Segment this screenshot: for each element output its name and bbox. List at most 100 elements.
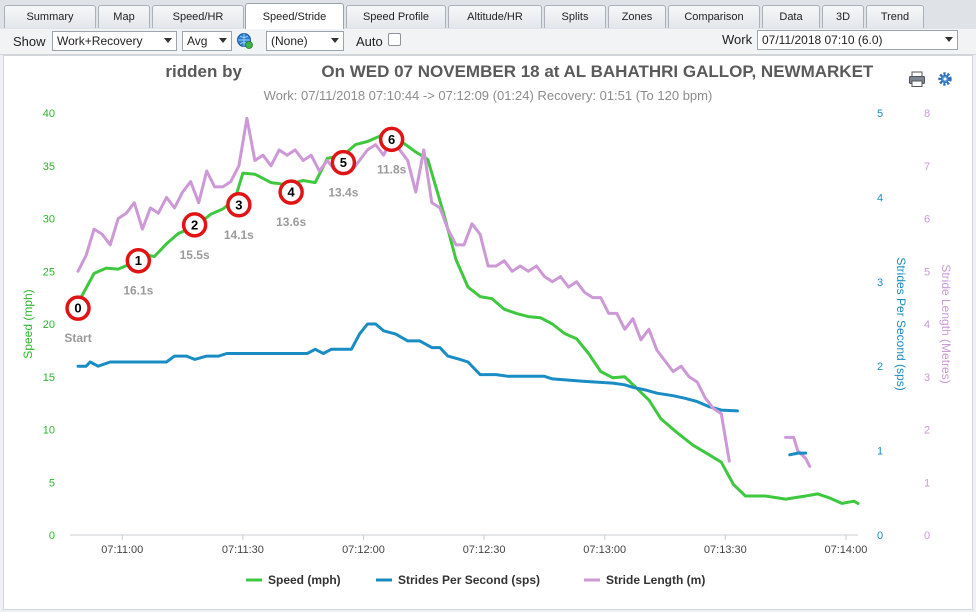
y-tick-label-stride: 7 xyxy=(924,161,930,173)
series-line-3 xyxy=(784,435,812,468)
marker-number-4: 4 xyxy=(288,185,296,200)
work-select-value: 07/11/2018 07:10 (6.0) xyxy=(762,33,883,47)
marker-number-2: 2 xyxy=(191,217,198,232)
work-select[interactable]: 07/11/2018 07:10 (6.0) xyxy=(757,30,958,50)
marker-circle-4 xyxy=(278,179,304,205)
y-tick-label-speed: 10 xyxy=(43,425,55,437)
x-tick-label: 07:11:00 xyxy=(101,544,143,556)
y-tick-label-sps: 1 xyxy=(877,446,883,458)
y-tick-label-stride: 4 xyxy=(924,319,930,331)
tab-summary[interactable]: Summary xyxy=(4,5,96,28)
marker-caption-6: 11.8s xyxy=(377,162,407,176)
chevron-down-icon xyxy=(219,38,227,43)
y-tick-label-sps: 2 xyxy=(877,361,883,373)
printer-icon[interactable] xyxy=(908,70,926,88)
tab-speed-hr[interactable]: Speed/HR xyxy=(152,5,244,28)
y-tick-label-speed: 25 xyxy=(43,266,55,278)
chart-series xyxy=(76,116,860,505)
tab-map[interactable]: Map xyxy=(98,5,150,28)
marker-caption-3: 14.1s xyxy=(224,228,254,242)
y-tick-label-sps: 5 xyxy=(877,108,883,120)
tab-data[interactable]: Data xyxy=(762,5,820,28)
tab-trend[interactable]: Trend xyxy=(866,5,924,28)
marker-number-1: 1 xyxy=(135,253,142,268)
tab-speed-stride[interactable]: Speed/Stride xyxy=(245,3,344,30)
overlay-select[interactable]: (None) xyxy=(266,31,344,51)
marker-caption-1: 16.1s xyxy=(123,284,153,298)
marker-caption-0: Start xyxy=(64,331,91,345)
y-tick-label-stride: 3 xyxy=(924,372,930,384)
chart-legend: Speed (mph) Strides Per Second (sps) Strid… xyxy=(246,573,705,587)
auto-checkbox[interactable] xyxy=(388,33,401,46)
y-tick-label-stride: 0 xyxy=(924,530,930,542)
y-tick-label-speed: 35 xyxy=(43,161,55,173)
x-tick-label: 07:13:00 xyxy=(583,544,626,556)
marker-circle-0 xyxy=(65,295,91,321)
chart-panel xyxy=(3,55,973,610)
redacted-rider-name xyxy=(246,65,317,80)
redacted-horse-name xyxy=(102,65,161,80)
auto-label: Auto xyxy=(356,34,383,49)
marker-caption-4: 13.6s xyxy=(276,215,306,229)
series-line-1 xyxy=(76,322,739,413)
legend-label-0: Speed (mph) xyxy=(268,573,341,587)
y-axis-title-stride: Stride Length (Metres) xyxy=(939,264,953,383)
tab-altitude-hr[interactable]: Altitude/HR xyxy=(448,5,542,28)
x-tick-label: 07:12:00 xyxy=(342,544,385,556)
x-tick-label: 07:11:30 xyxy=(222,544,264,556)
title-session: On WED 07 NOVEMBER 18 at AL BAHATHRI GAL… xyxy=(321,62,874,81)
legend-label-2: Stride Length (m) xyxy=(606,573,705,587)
overlay-select-value: (None) xyxy=(271,34,308,48)
marker-circle-5 xyxy=(330,149,357,176)
tab-zones[interactable]: Zones xyxy=(608,5,666,28)
tab-splits[interactable]: Splits xyxy=(544,5,606,28)
marker-number-6: 6 xyxy=(388,132,395,147)
tab-3d[interactable]: 3D xyxy=(822,5,864,28)
y-axis-title-speed: Speed (mph) xyxy=(21,289,35,358)
show-select[interactable]: Work+Recovery xyxy=(52,31,177,51)
show-select-value: Work+Recovery xyxy=(57,34,143,48)
x-tick-label: 07:14:00 xyxy=(825,544,868,556)
x-tick-label: 07:12:30 xyxy=(463,544,506,556)
show-label: Show xyxy=(13,34,46,49)
y-tick-label-speed: 40 xyxy=(43,108,55,120)
y-tick-label-speed: 0 xyxy=(49,530,55,542)
avg-select[interactable]: Avg xyxy=(182,31,232,51)
marker-circle-3 xyxy=(226,192,252,218)
y-tick-label-speed: 20 xyxy=(43,319,55,331)
y-axis-title-sps: Strides Per Second (sps) xyxy=(894,257,908,390)
y-tick-label-stride: 8 xyxy=(924,108,930,120)
gear-icon[interactable] xyxy=(936,70,954,88)
marker-circle-1 xyxy=(125,247,152,274)
y-tick-label-stride: 5 xyxy=(924,266,930,278)
y-tick-label-stride: 6 xyxy=(924,214,930,226)
chart-subtitle: Work: 07/11/2018 07:10:44 -> 07:12:09 (0… xyxy=(263,88,713,103)
chevron-down-icon xyxy=(331,38,339,43)
legend-label-1: Strides Per Second (sps) xyxy=(398,573,540,587)
y-tick-label-sps: 3 xyxy=(877,277,883,289)
y-tick-label-speed: 15 xyxy=(43,372,55,384)
series-line-4 xyxy=(788,451,808,457)
tab-speed-profile[interactable]: Speed Profile xyxy=(346,5,446,28)
avg-select-value: Avg xyxy=(187,34,208,48)
y-tick-label-sps: 4 xyxy=(877,192,883,204)
marker-number-3: 3 xyxy=(235,197,242,212)
tab-comparison[interactable]: Comparison xyxy=(668,5,760,28)
globe-refresh-icon[interactable] xyxy=(236,32,254,50)
chart-title: ridden by On WED 07 NOVEMBER 18 at AL BA… xyxy=(0,62,976,82)
y-tick-label-speed: 30 xyxy=(43,214,55,226)
chart-markers: 0 Start 1 16.1s 2 15.5s 3 14.1s 4 13.6s 5 13.4s 6 11.… xyxy=(64,126,407,345)
title-ridden-by: ridden by xyxy=(165,62,242,81)
y-tick-label-stride: 1 xyxy=(924,477,930,489)
chevron-down-icon xyxy=(945,37,953,42)
tab-bar: Summary Map Speed/HR Speed/Stride Speed … xyxy=(0,0,976,30)
series-line-0 xyxy=(76,129,860,505)
marker-circle-6 xyxy=(378,126,405,153)
y-tick-label-speed: 5 xyxy=(49,477,55,489)
x-tick-label: 07:13:30 xyxy=(704,544,747,556)
series-line-2 xyxy=(76,116,731,463)
work-label: Work xyxy=(722,32,753,47)
chevron-down-icon xyxy=(164,38,172,43)
